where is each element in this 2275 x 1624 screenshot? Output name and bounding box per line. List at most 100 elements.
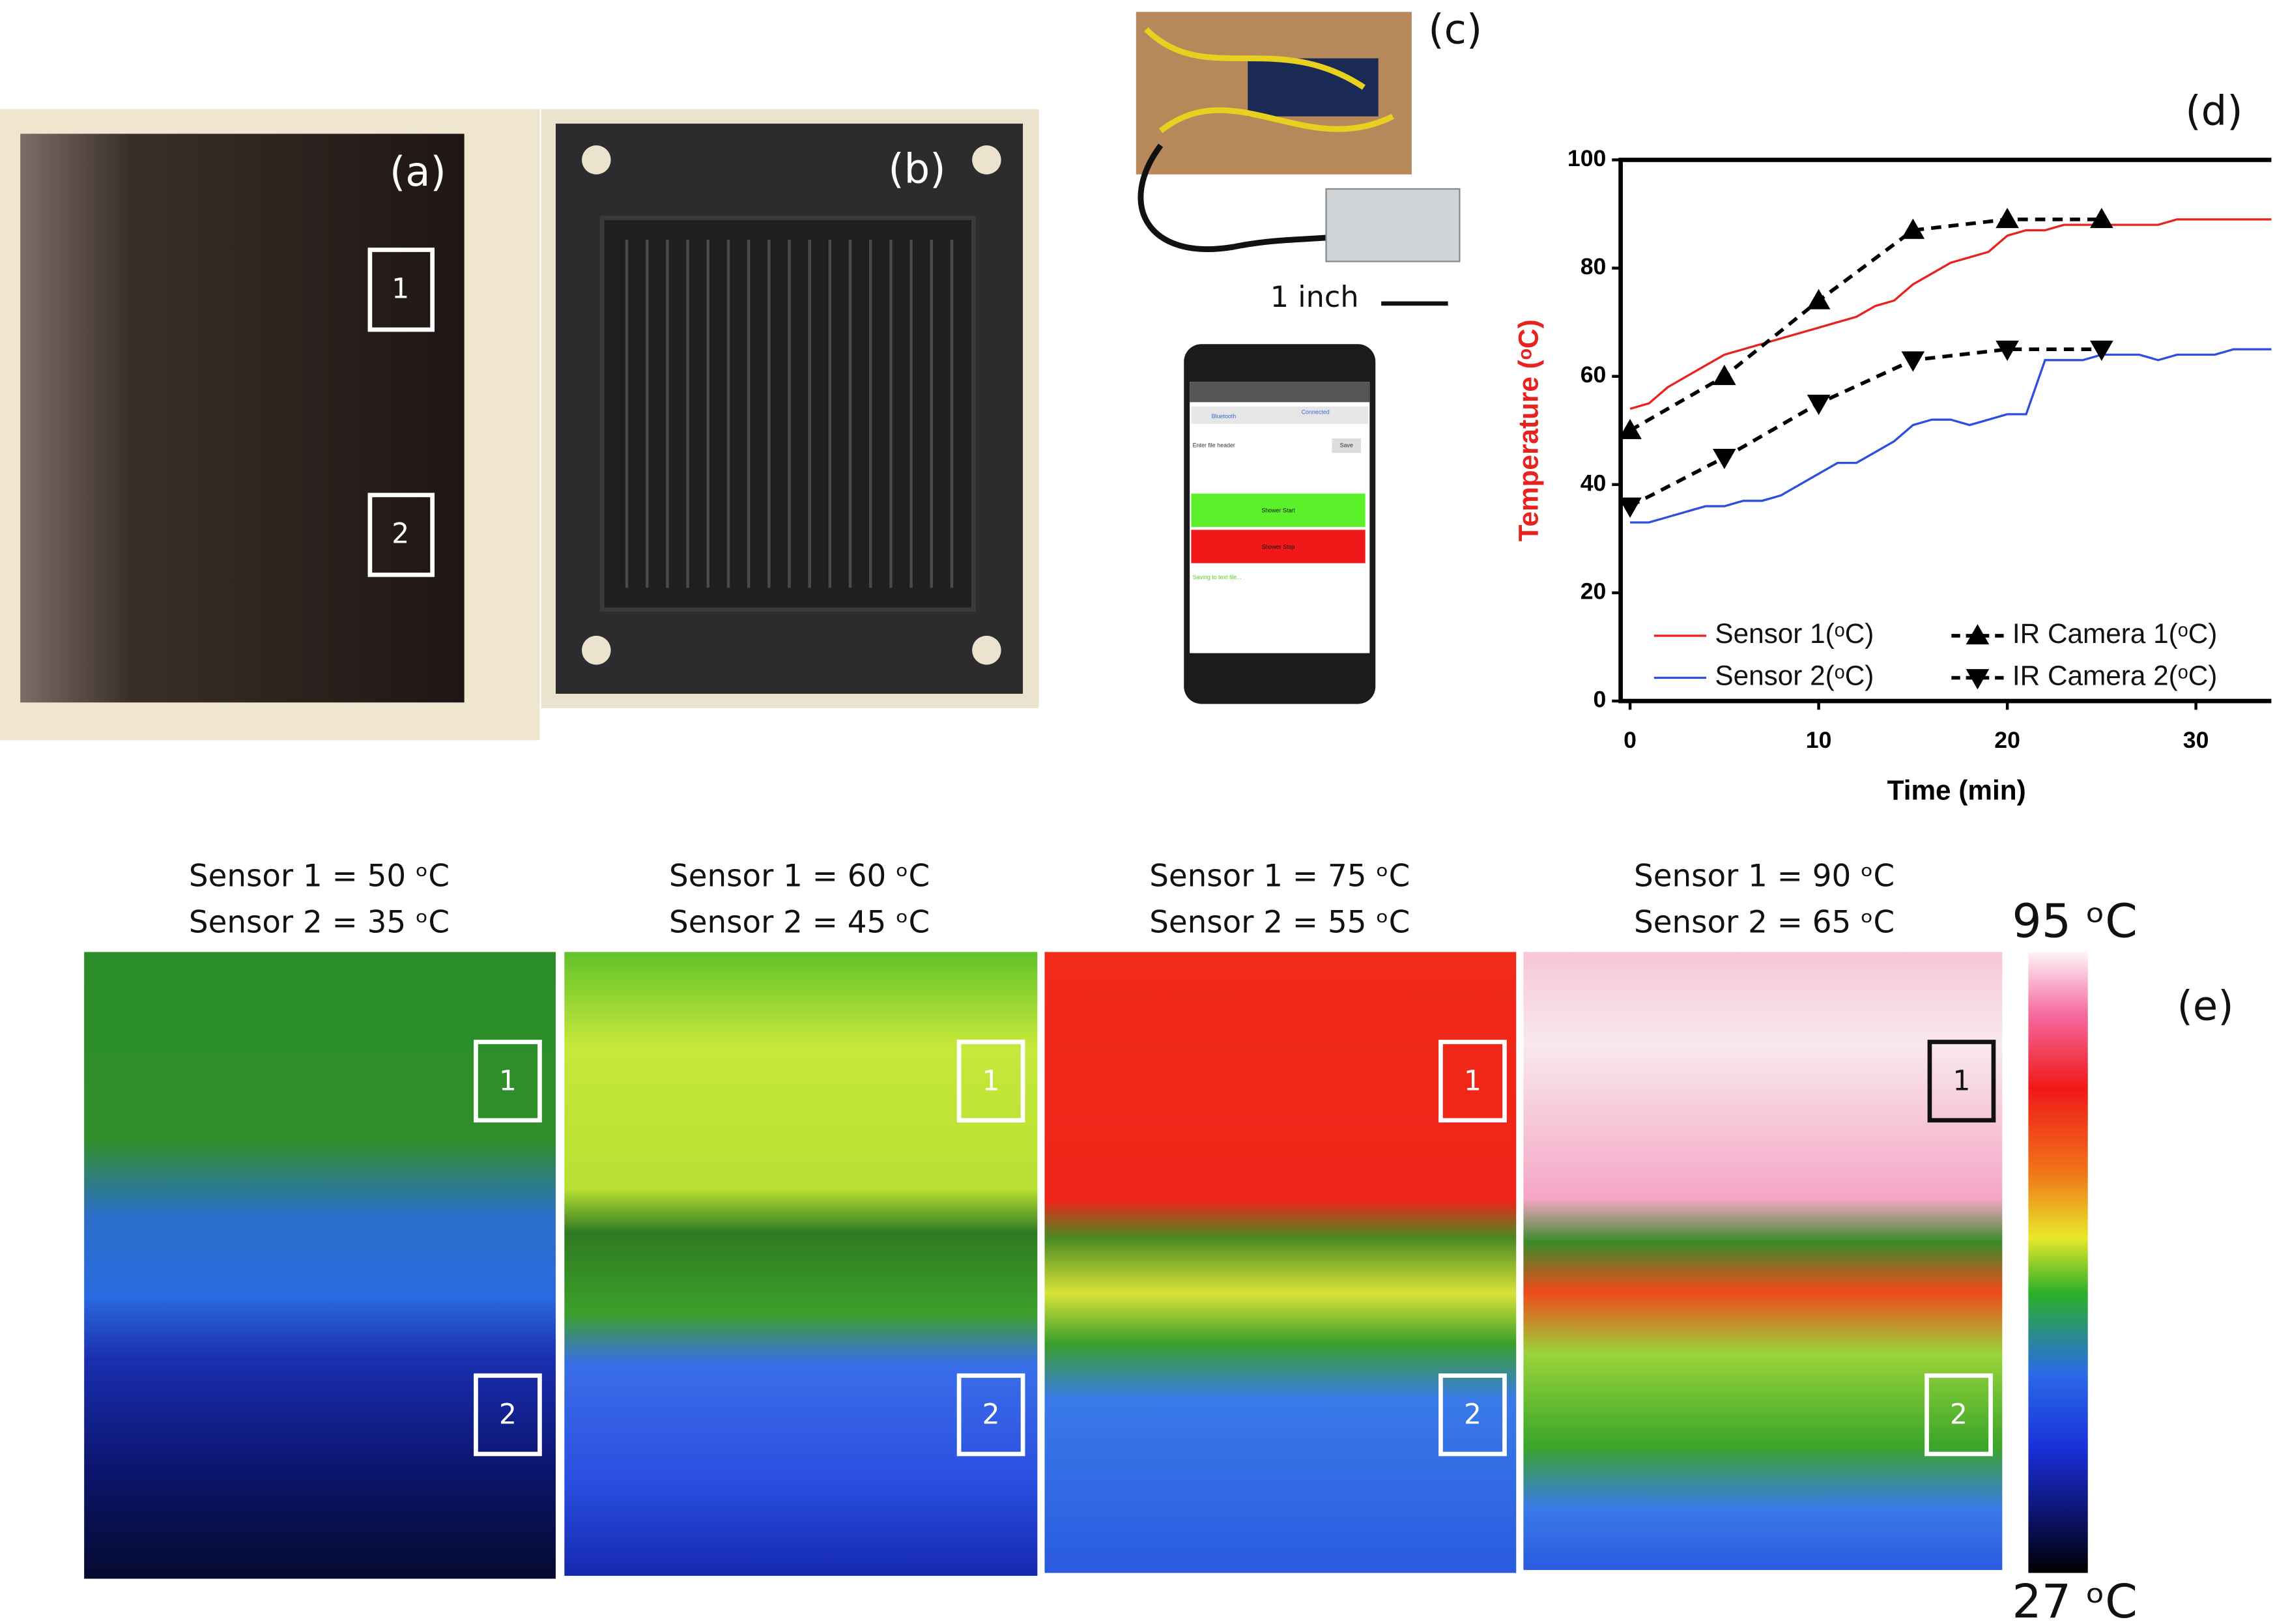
hole <box>972 635 1001 665</box>
panel-label: (c) <box>1428 6 1482 53</box>
circuit-photo: (c) 1 inch <box>1136 6 1482 314</box>
marker <box>2090 208 2113 229</box>
sensor-box <box>474 1373 542 1457</box>
marker <box>1618 418 1642 440</box>
x-tick-label: 0 <box>1624 727 1637 753</box>
phone: Bluetooth Connected Enter file header Sa… <box>1184 344 1376 704</box>
sensor-box <box>1438 1373 1507 1457</box>
phone-text: Shower Stop <box>1262 543 1295 550</box>
legend-label: Sensor 2(ᵒC) <box>1715 661 1874 691</box>
panel-label: (a) <box>390 148 446 195</box>
sensor-box <box>367 492 435 577</box>
marker <box>2090 340 2113 362</box>
y-tick-label: 60 <box>1581 362 1607 388</box>
sensor-box <box>367 248 435 332</box>
legend-marker <box>1966 669 1990 690</box>
thermal-image <box>84 952 556 1579</box>
sensor-box-label: 1 <box>1464 1064 1481 1096</box>
colorbar <box>2028 952 2088 1573</box>
sensor-box-label: 2 <box>1950 1399 1967 1431</box>
sensor-box-label: 2 <box>499 1399 517 1431</box>
sensor-box-label: 1 <box>1953 1064 1970 1096</box>
panel-label: (b) <box>888 145 945 192</box>
panel-label: (d) <box>2185 87 2242 134</box>
thermal-caption: Sensor 2 = 65 ᵒC <box>1634 905 1895 941</box>
line-chart: (d) 0 20 40 60 80 100 0 10 20 30 Time (min) Temperat… <box>1513 87 2272 806</box>
y-tick-label: 100 <box>1567 145 1606 171</box>
hole <box>582 635 611 665</box>
sensor-box-label: 2 <box>982 1399 1000 1431</box>
series-line <box>1629 218 2102 433</box>
y-tick-label: 80 <box>1581 253 1607 279</box>
thermal-caption: Sensor 1 = 60 ᵒC <box>669 859 930 894</box>
marker <box>1901 218 1925 239</box>
sensor-box <box>1924 1373 1993 1457</box>
fabric <box>20 134 465 703</box>
sensor-box <box>956 1373 1025 1457</box>
phone-text: Shower Start <box>1261 507 1295 514</box>
thermal-caption: Sensor 1 = 50 ᵒC <box>189 859 450 894</box>
thermal-image <box>564 952 1038 1576</box>
marker <box>1807 394 1831 416</box>
marker <box>1713 448 1736 470</box>
series-line <box>1629 218 2272 410</box>
thermal-caption: Sensor 1 = 75 ᵒC <box>1149 859 1410 894</box>
sensor-box <box>474 1040 542 1123</box>
marker <box>1713 364 1736 386</box>
sensor-box <box>1927 1040 1996 1123</box>
colorbar-max: 95 ᵒC <box>2012 894 2138 948</box>
scale-label: 1 inch <box>1270 280 1359 314</box>
plate-photo: (b) <box>541 109 1039 709</box>
hole <box>972 145 1001 175</box>
thermal-caption: Sensor 2 = 35 ᵒC <box>189 905 450 941</box>
phone-text: Save <box>1340 442 1353 449</box>
phone-text: Saving to text file... <box>1193 574 1242 580</box>
fabric-photo: 1 2 (a) <box>0 109 540 741</box>
microcontroller <box>1248 58 1379 117</box>
y-tick-label: 20 <box>1581 578 1607 604</box>
marker <box>1996 208 2019 229</box>
legend-label: IR Camera 2(ᵒC) <box>2012 661 2217 691</box>
marker <box>1618 497 1642 518</box>
x-tick-label: 20 <box>1994 727 2020 753</box>
thermal-caption: Sensor 2 = 45 ᵒC <box>669 905 930 941</box>
start-button <box>1191 493 1366 527</box>
button-row <box>1191 406 1369 424</box>
phone-text: Connected <box>1302 408 1330 415</box>
x-axis-label: Time (min) <box>1887 775 2026 806</box>
sensor-box-label: 1 <box>982 1064 1000 1096</box>
stop-button <box>1191 530 1366 563</box>
wires <box>1144 27 1394 134</box>
thermal-caption: Sensor 1 = 90 ᵒC <box>1634 859 1895 894</box>
thermal-image <box>1523 952 2003 1571</box>
series-line <box>1630 348 2272 524</box>
y-tick-label: 0 <box>1594 687 1607 713</box>
panel-label: (e) <box>2177 982 2234 1029</box>
marker <box>1996 340 2019 362</box>
y-tick-label: 40 <box>1581 470 1607 496</box>
sensor-box-label: 2 <box>392 518 409 550</box>
legend-marker <box>1966 624 1990 645</box>
sensor-box <box>956 1040 1025 1123</box>
thermal-caption: Sensor 2 = 55 ᵒC <box>1149 905 1410 941</box>
sensor-box-label: 1 <box>499 1064 517 1096</box>
y-axis-label: Temperature (ᵒC) <box>1513 319 1544 541</box>
x-tick-label: 30 <box>2183 727 2209 753</box>
thermal-image <box>1044 952 1517 1573</box>
axis-frame <box>1618 158 2272 704</box>
sensor-box-label: 1 <box>392 272 409 304</box>
colorbar-min: 27 ᵒC <box>2012 1574 2138 1624</box>
save-button <box>1332 438 1361 453</box>
grooves <box>625 239 954 588</box>
marker <box>1807 289 1831 309</box>
bluetooth-module <box>1325 188 1461 263</box>
thermal-images: 95 ᵒC 27 ᵒC (e) Sensor 1 = 50 ᵒC Sensor 2… <box>84 859 2234 1624</box>
hole <box>582 145 611 175</box>
x-tick-label: 10 <box>1806 727 1832 753</box>
series-line <box>1629 347 2102 508</box>
phone-text: Enter file header <box>1193 442 1235 449</box>
phone-text: Bluetooth <box>1212 413 1237 420</box>
sensor-box-label: 2 <box>1464 1399 1481 1431</box>
